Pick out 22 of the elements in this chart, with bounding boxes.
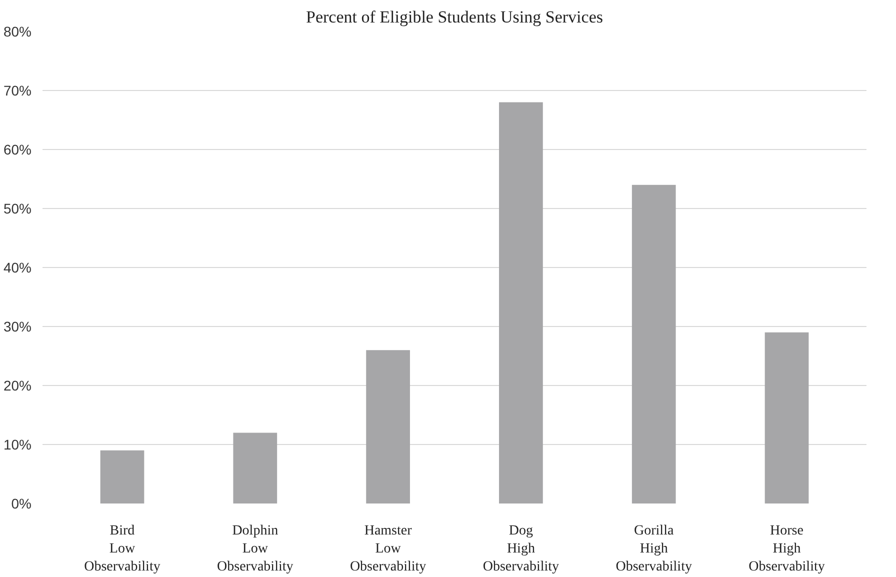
y-tick-label: 80%	[3, 24, 32, 40]
y-tick-label: 50%	[3, 200, 32, 216]
y-tick-label: 10%	[3, 436, 32, 452]
bar	[100, 450, 144, 504]
bar	[499, 102, 543, 504]
x-tick-label: Bird Low Observability	[84, 524, 160, 574]
x-tick-label: Horse High Observability	[748, 524, 825, 574]
chart-title: Percent of Eligible Students Using Services	[306, 8, 603, 26]
bar	[764, 332, 809, 504]
x-tick-label: Dog High Observability	[482, 524, 560, 574]
bar	[233, 432, 278, 504]
bar	[632, 184, 676, 504]
y-tick-label: 30%	[3, 318, 32, 334]
bar	[366, 350, 410, 504]
x-tick-label: Gorilla High Observability	[616, 524, 692, 574]
y-tick-label: 20%	[3, 378, 32, 394]
x-tick-label: Hamster Low Observability	[350, 524, 426, 574]
x-tick-label: Dolphin Low Observability	[217, 524, 294, 574]
y-tick-label: 0%	[11, 496, 32, 512]
y-tick-label: 60%	[3, 142, 32, 158]
y-tick-label: 40%	[3, 260, 32, 276]
y-tick-label: 70%	[3, 82, 32, 98]
